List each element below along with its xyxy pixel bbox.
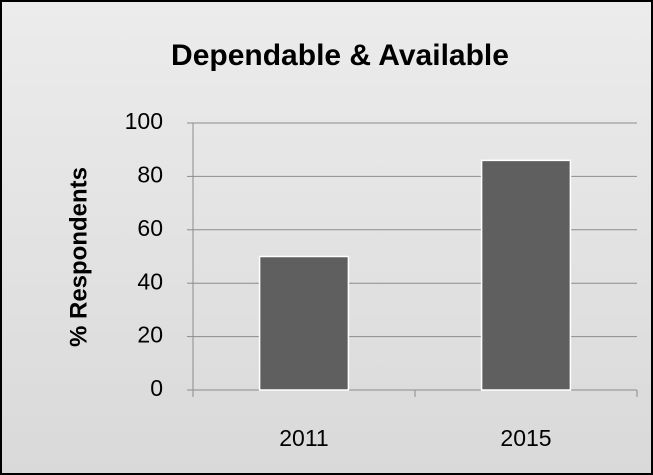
x-tick-label: 2015	[500, 425, 551, 451]
bar	[258, 255, 350, 391]
y-tick-label: 40	[137, 268, 163, 294]
x-tick-label: 2011	[279, 425, 328, 451]
y-tick-label: 60	[137, 215, 163, 241]
y-tick-label: 80	[137, 161, 163, 187]
y-axis-label: % Respondents	[65, 167, 92, 347]
y-tick-label: 100	[125, 108, 163, 134]
bar	[480, 159, 572, 391]
chart-title: Dependable & Available	[171, 39, 509, 72]
y-tick-label: 0	[150, 375, 163, 401]
y-tick-label: 20	[137, 322, 163, 348]
